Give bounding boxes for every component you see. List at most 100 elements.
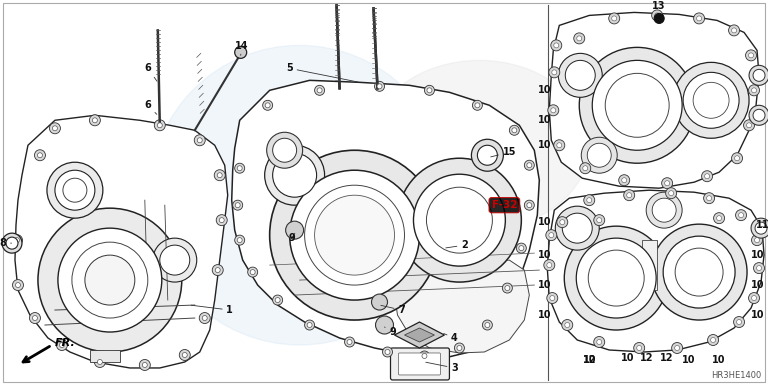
Circle shape <box>550 296 554 301</box>
Circle shape <box>47 162 103 218</box>
Circle shape <box>627 192 631 198</box>
Circle shape <box>737 320 741 325</box>
Circle shape <box>377 84 382 89</box>
Circle shape <box>478 145 498 165</box>
Circle shape <box>748 293 760 303</box>
Circle shape <box>697 16 701 21</box>
Circle shape <box>554 43 559 48</box>
Circle shape <box>160 245 190 275</box>
Circle shape <box>674 345 680 350</box>
Circle shape <box>707 196 711 201</box>
Circle shape <box>562 320 573 330</box>
Text: 4: 4 <box>444 333 458 343</box>
Circle shape <box>427 88 432 93</box>
Circle shape <box>558 54 602 97</box>
Text: 10: 10 <box>538 250 551 260</box>
Circle shape <box>6 237 18 249</box>
Circle shape <box>85 255 135 305</box>
Text: 9: 9 <box>288 233 295 243</box>
Circle shape <box>704 192 714 204</box>
Circle shape <box>150 45 449 345</box>
Circle shape <box>233 200 243 210</box>
Circle shape <box>736 210 747 221</box>
Circle shape <box>527 163 532 168</box>
Circle shape <box>219 218 225 223</box>
Circle shape <box>482 320 492 330</box>
Circle shape <box>182 353 188 358</box>
Circle shape <box>651 224 747 320</box>
Circle shape <box>198 138 202 143</box>
Circle shape <box>621 178 627 183</box>
Circle shape <box>717 216 721 221</box>
Circle shape <box>619 175 630 186</box>
Circle shape <box>547 293 558 303</box>
Circle shape <box>505 286 510 291</box>
Text: 10: 10 <box>538 310 551 320</box>
Circle shape <box>250 270 255 275</box>
Bar <box>90 350 120 362</box>
Circle shape <box>56 340 68 350</box>
Text: PARTS: PARTS <box>241 218 329 242</box>
Circle shape <box>265 103 270 108</box>
Circle shape <box>29 313 41 323</box>
Circle shape <box>751 234 763 246</box>
Circle shape <box>98 360 102 365</box>
Circle shape <box>285 221 304 239</box>
Circle shape <box>731 28 737 33</box>
Text: OEM: OEM <box>246 191 323 220</box>
Circle shape <box>475 103 480 108</box>
Circle shape <box>747 123 751 128</box>
Circle shape <box>581 137 618 173</box>
Text: 10: 10 <box>538 140 551 150</box>
Circle shape <box>580 163 591 174</box>
Circle shape <box>502 283 512 293</box>
Circle shape <box>751 296 757 301</box>
Circle shape <box>605 73 669 137</box>
Circle shape <box>714 213 724 224</box>
Circle shape <box>15 283 21 288</box>
Text: F-32: F-32 <box>491 200 517 210</box>
Circle shape <box>15 238 19 243</box>
Circle shape <box>454 343 464 353</box>
Circle shape <box>753 69 765 81</box>
Circle shape <box>746 50 757 61</box>
Circle shape <box>611 16 617 21</box>
Text: 10: 10 <box>582 355 596 365</box>
Text: 2: 2 <box>446 240 468 250</box>
Circle shape <box>654 13 664 23</box>
Circle shape <box>424 85 434 95</box>
Circle shape <box>734 156 740 161</box>
Circle shape <box>235 163 245 173</box>
Circle shape <box>751 218 769 238</box>
Circle shape <box>592 60 682 150</box>
Text: 6: 6 <box>145 100 157 114</box>
Circle shape <box>345 337 355 347</box>
Circle shape <box>427 187 492 253</box>
Circle shape <box>562 213 592 243</box>
Text: 10: 10 <box>538 217 551 227</box>
Circle shape <box>564 323 570 328</box>
Circle shape <box>512 128 517 133</box>
Circle shape <box>267 132 303 168</box>
Polygon shape <box>15 115 228 368</box>
Circle shape <box>215 170 225 181</box>
Circle shape <box>651 10 663 21</box>
Circle shape <box>315 195 394 275</box>
Text: 11: 11 <box>756 220 769 230</box>
Circle shape <box>265 145 325 205</box>
Polygon shape <box>394 322 444 348</box>
Polygon shape <box>394 260 529 353</box>
FancyBboxPatch shape <box>398 353 441 375</box>
Text: 14: 14 <box>235 41 248 55</box>
Circle shape <box>371 294 388 310</box>
Text: 8: 8 <box>0 238 12 248</box>
Circle shape <box>664 181 670 186</box>
Circle shape <box>552 70 557 75</box>
Circle shape <box>755 222 767 234</box>
Circle shape <box>273 295 283 305</box>
Text: FR.: FR. <box>55 338 75 348</box>
Circle shape <box>155 120 165 131</box>
Text: 10: 10 <box>712 355 726 365</box>
Circle shape <box>701 171 713 182</box>
Circle shape <box>317 88 322 93</box>
